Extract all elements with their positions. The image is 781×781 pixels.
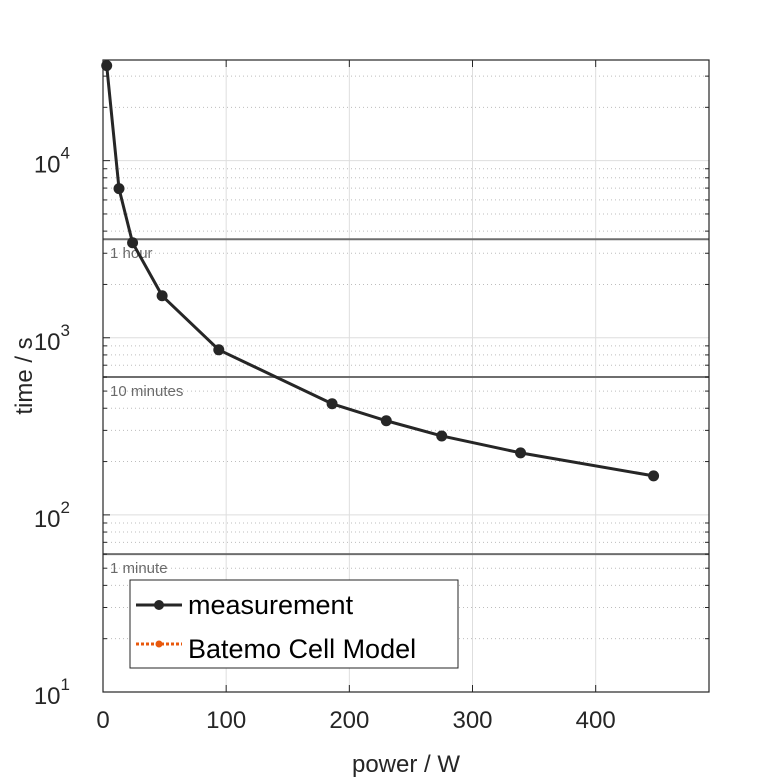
plot-frame (102, 59, 710, 693)
y-tick-label: 103 (34, 321, 70, 356)
y-tick-label: 104 (34, 144, 70, 179)
x-tick-label: 100 (206, 707, 246, 734)
y-tick-exponent: 3 (61, 321, 70, 340)
legend-label-measurement: measurement (188, 590, 354, 620)
legend-marker-batemo (155, 640, 163, 648)
y-axis-label: time / s (11, 337, 38, 414)
data-point (380, 415, 392, 427)
y-tick-exponent: 1 (61, 675, 70, 694)
y-tick-label: 101 (34, 675, 70, 710)
data-point (156, 290, 168, 302)
x-axis-label: power / W (352, 751, 460, 778)
data-point (436, 430, 448, 442)
legend-marker-measurement (154, 600, 164, 610)
series-line (105, 65, 654, 478)
y-tick-label: 102 (34, 498, 70, 533)
reference-line-label: 1 minute (110, 560, 168, 577)
y-tick-exponent: 4 (61, 144, 70, 163)
x-tick-label: 400 (576, 707, 616, 734)
legend-label-batemo: Batemo Cell Model (188, 634, 416, 664)
reference-line-label: 10 minutes (110, 383, 183, 400)
data-point (648, 470, 660, 482)
y-tick-exponent: 2 (61, 498, 70, 517)
data-point (326, 398, 338, 410)
data-point (515, 447, 527, 459)
legend-box (129, 579, 459, 669)
series-layer (101, 60, 660, 482)
data-point (113, 183, 125, 195)
data-point (213, 344, 225, 356)
legend: measurement Batemo Cell Model (129, 579, 459, 669)
x-tick-label: 200 (329, 707, 369, 734)
data-point (127, 237, 139, 249)
data-point (101, 60, 113, 72)
x-tick-label: 0 (96, 707, 109, 734)
x-tick-label: 300 (452, 707, 492, 734)
